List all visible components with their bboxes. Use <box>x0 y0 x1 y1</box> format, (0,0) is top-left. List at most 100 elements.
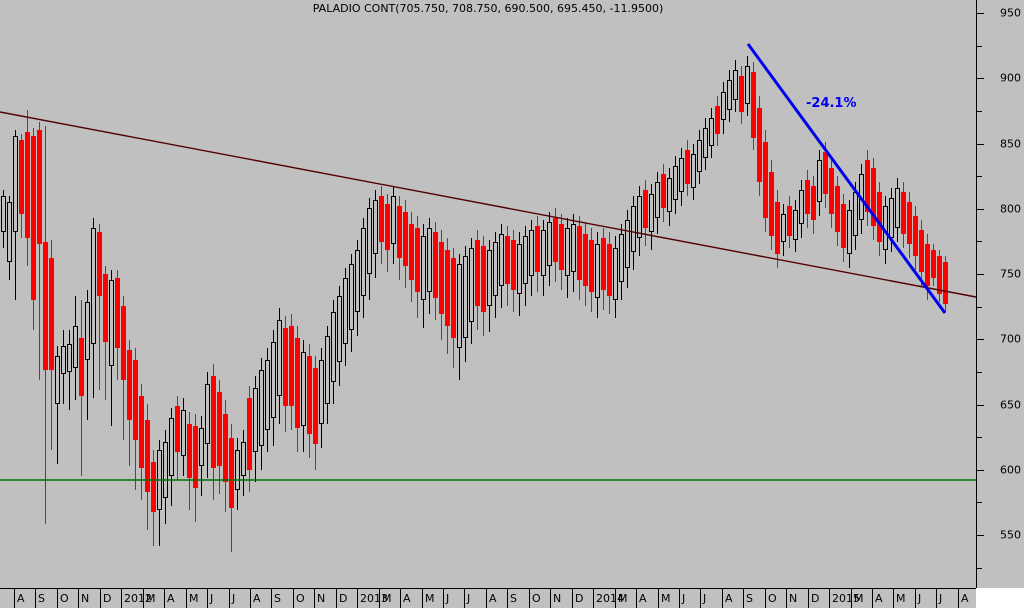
candle-body <box>613 248 618 300</box>
candle-body <box>943 262 948 304</box>
time-tick <box>250 589 251 608</box>
time-tick-label: A <box>875 592 883 605</box>
candle-body <box>7 202 12 262</box>
candle-body <box>619 234 624 282</box>
price-tick-minor <box>977 502 982 503</box>
candle-body <box>907 202 912 244</box>
time-tick <box>400 589 401 608</box>
price-tick-minor <box>977 437 982 438</box>
time-tick <box>507 589 508 608</box>
price-tick-label: 650 <box>1000 398 1021 412</box>
candle-body <box>751 72 756 138</box>
candle-body <box>55 356 60 404</box>
time-tick <box>700 589 701 608</box>
candle-body <box>727 80 732 110</box>
candle-body <box>817 160 822 202</box>
candle-body <box>715 106 720 134</box>
time-tick <box>936 589 937 608</box>
time-tick-label: A <box>17 592 25 605</box>
time-tick <box>314 589 315 608</box>
price-tick-label: 550 <box>1000 528 1021 542</box>
time-tick-label: N <box>553 592 562 605</box>
candle-body <box>811 186 816 220</box>
candle-body <box>133 360 138 440</box>
price-tick-minor <box>977 176 982 177</box>
time-tick <box>422 589 423 608</box>
time-tick-label: O <box>60 592 69 605</box>
candle-body <box>151 462 156 512</box>
time-tick <box>357 589 358 608</box>
x-axis-strip-background <box>0 588 976 608</box>
candle-body <box>625 220 630 268</box>
candle-body <box>1 196 6 232</box>
candle-body <box>79 338 84 396</box>
candle-body <box>211 376 216 468</box>
candle-body <box>169 418 174 476</box>
time-tick-label: 2015 <box>832 592 860 605</box>
time-tick <box>336 589 337 608</box>
candle-body <box>415 228 420 292</box>
candle-body <box>25 132 30 238</box>
candle-body <box>643 190 648 228</box>
time-tick-label: J <box>918 592 922 605</box>
price-tick-major <box>977 535 984 536</box>
time-tick-label: M <box>854 592 864 605</box>
time-tick-label: D <box>575 592 584 605</box>
time-tick-label: A <box>167 592 175 605</box>
candle-body <box>745 66 750 104</box>
time-tick-label: D <box>811 592 820 605</box>
time-tick-label: D <box>339 592 348 605</box>
candle-body <box>373 200 378 254</box>
time-tick <box>164 589 165 608</box>
candle-body <box>601 238 606 290</box>
candle-body <box>937 256 942 294</box>
candle-body <box>859 174 864 220</box>
chart-title: PALADIO CONT(705.750, 708.750, 690.500, … <box>312 2 664 15</box>
candle-body <box>649 194 654 232</box>
candle-body <box>31 136 36 300</box>
candle-body <box>883 206 888 250</box>
time-tick-label: O <box>296 592 305 605</box>
price-tick-major <box>977 339 984 340</box>
price-tick-minor <box>977 372 982 373</box>
candle-body <box>301 352 306 426</box>
price-tick-label: 900 <box>1000 71 1021 85</box>
candle-body <box>61 346 66 374</box>
candle-body <box>787 206 792 236</box>
candle-body <box>421 236 426 300</box>
candle-body <box>367 208 372 274</box>
candle-body <box>265 360 270 430</box>
candle-body <box>739 76 744 112</box>
candle-body <box>919 230 924 272</box>
candle-body <box>355 250 360 312</box>
time-tick <box>57 589 58 608</box>
candle-body <box>277 320 282 396</box>
time-tick <box>271 589 272 608</box>
price-axis-line <box>976 0 977 588</box>
candle-body <box>799 190 804 224</box>
candle-body <box>571 224 576 272</box>
time-tick <box>550 589 551 608</box>
candle-body <box>697 140 702 172</box>
time-tick-label: J <box>682 592 686 605</box>
candle-body <box>121 306 126 380</box>
candle-body <box>793 210 798 240</box>
price-tick-minor <box>977 568 982 569</box>
candle-body <box>865 160 870 212</box>
candle-body <box>385 204 390 250</box>
candle-body <box>409 224 414 280</box>
price-tick-label: 850 <box>1000 137 1021 151</box>
time-tick-label: J <box>232 592 236 605</box>
candle-body <box>43 242 48 370</box>
candle-body <box>289 326 294 406</box>
time-tick-label: J <box>703 592 707 605</box>
time-tick-label: 2012 <box>124 592 152 605</box>
candle-body <box>547 222 552 266</box>
candle-body <box>589 240 594 292</box>
candle-body <box>379 196 384 242</box>
candle-body <box>925 244 930 286</box>
candle-wick <box>57 346 58 464</box>
price-tick-minor <box>977 111 982 112</box>
candle-body <box>823 152 828 194</box>
time-tick-label: O <box>532 592 541 605</box>
